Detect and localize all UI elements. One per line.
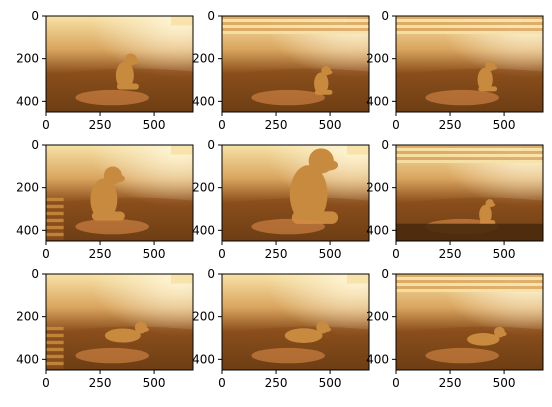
y-tick-label: 0 [381, 138, 389, 152]
dog-figure [477, 60, 498, 92]
x-tick-label: 250 [265, 376, 288, 390]
x-tick-label: 500 [143, 247, 166, 261]
dog-figure [284, 320, 331, 343]
y-tick-label: 0 [31, 9, 39, 23]
y-tick-label: 200 [16, 52, 39, 66]
x-tick-label: 500 [319, 376, 342, 390]
axes-frame [45, 273, 194, 371]
image-panel-3: 0 250 500 0 200 400 [366, 9, 544, 132]
y-tick-label: 400 [366, 352, 389, 366]
image-panel-4: 0 250 500 0 200 400 [16, 138, 194, 261]
x-tick-label: 0 [42, 118, 50, 132]
x-tick-label: 250 [265, 118, 288, 132]
x-tick-label: 250 [89, 118, 112, 132]
axes-frame [395, 15, 544, 113]
dog-figure [115, 53, 139, 90]
x-tick-label: 250 [265, 247, 288, 261]
y-tick-label: 400 [16, 223, 39, 237]
image-panel-9: 0 250 500 0 200 400 [366, 267, 544, 390]
x-tick-label: 0 [218, 118, 226, 132]
y-tick-label: 0 [207, 267, 215, 281]
x-tick-label: 500 [493, 118, 516, 132]
y-tick-label: 400 [16, 352, 39, 366]
x-tick-label: 250 [89, 247, 112, 261]
x-tick-label: 250 [439, 118, 462, 132]
x-tick-label: 500 [143, 376, 166, 390]
x-tick-label: 500 [143, 118, 166, 132]
axes-frame [221, 273, 370, 371]
x-tick-label: 0 [218, 247, 226, 261]
axes-frame [395, 273, 544, 371]
dog-figure [104, 321, 149, 343]
x-tick-label: 0 [392, 118, 400, 132]
x-tick-label: 0 [42, 376, 50, 390]
y-tick-label: 200 [192, 52, 215, 66]
y-tick-label: 0 [31, 138, 39, 152]
x-tick-label: 0 [218, 376, 226, 390]
dog-figure [90, 166, 125, 221]
y-tick-label: 200 [16, 181, 39, 195]
axes-frame [45, 15, 194, 113]
y-tick-label: 200 [192, 310, 215, 324]
image-panel-8: 0 250 500 0 200 400 [192, 267, 370, 390]
x-tick-label: 0 [42, 247, 50, 261]
x-tick-label: 500 [493, 376, 516, 390]
x-tick-label: 0 [392, 376, 400, 390]
y-tick-label: 0 [381, 267, 389, 281]
y-tick-label: 400 [192, 352, 215, 366]
x-tick-label: 250 [439, 247, 462, 261]
dog-figure [467, 326, 507, 346]
y-tick-label: 200 [366, 52, 389, 66]
image-panel-1: 0 250 500 0 200 400 [16, 9, 194, 132]
y-tick-label: 200 [366, 310, 389, 324]
y-tick-label: 400 [366, 223, 389, 237]
y-tick-label: 200 [16, 310, 39, 324]
x-tick-label: 500 [493, 247, 516, 261]
y-tick-label: 0 [207, 9, 215, 23]
x-tick-label: 500 [319, 247, 342, 261]
y-tick-label: 400 [192, 223, 215, 237]
y-tick-label: 0 [31, 267, 39, 281]
axes-frame [221, 144, 370, 242]
axes-frame [221, 15, 370, 113]
image-panel-6: 0 250 500 0 200 400 [366, 138, 544, 261]
y-tick-label: 200 [192, 181, 215, 195]
y-tick-label: 400 [16, 94, 39, 108]
y-tick-label: 0 [207, 138, 215, 152]
y-tick-label: 400 [366, 94, 389, 108]
axes-frame [45, 144, 194, 242]
x-tick-label: 0 [392, 247, 400, 261]
y-tick-label: 0 [381, 9, 389, 23]
axes-frame [395, 144, 544, 242]
x-tick-label: 250 [89, 376, 112, 390]
x-tick-label: 250 [439, 376, 462, 390]
image-panel-7: 0 250 500 0 200 400 [16, 267, 194, 390]
image-panel-2: 0 250 500 0 200 400 [192, 9, 370, 132]
y-tick-label: 400 [192, 94, 215, 108]
y-tick-label: 200 [366, 181, 389, 195]
image-panel-5: 0 250 500 0 200 400 [192, 138, 370, 261]
x-tick-label: 500 [319, 118, 342, 132]
